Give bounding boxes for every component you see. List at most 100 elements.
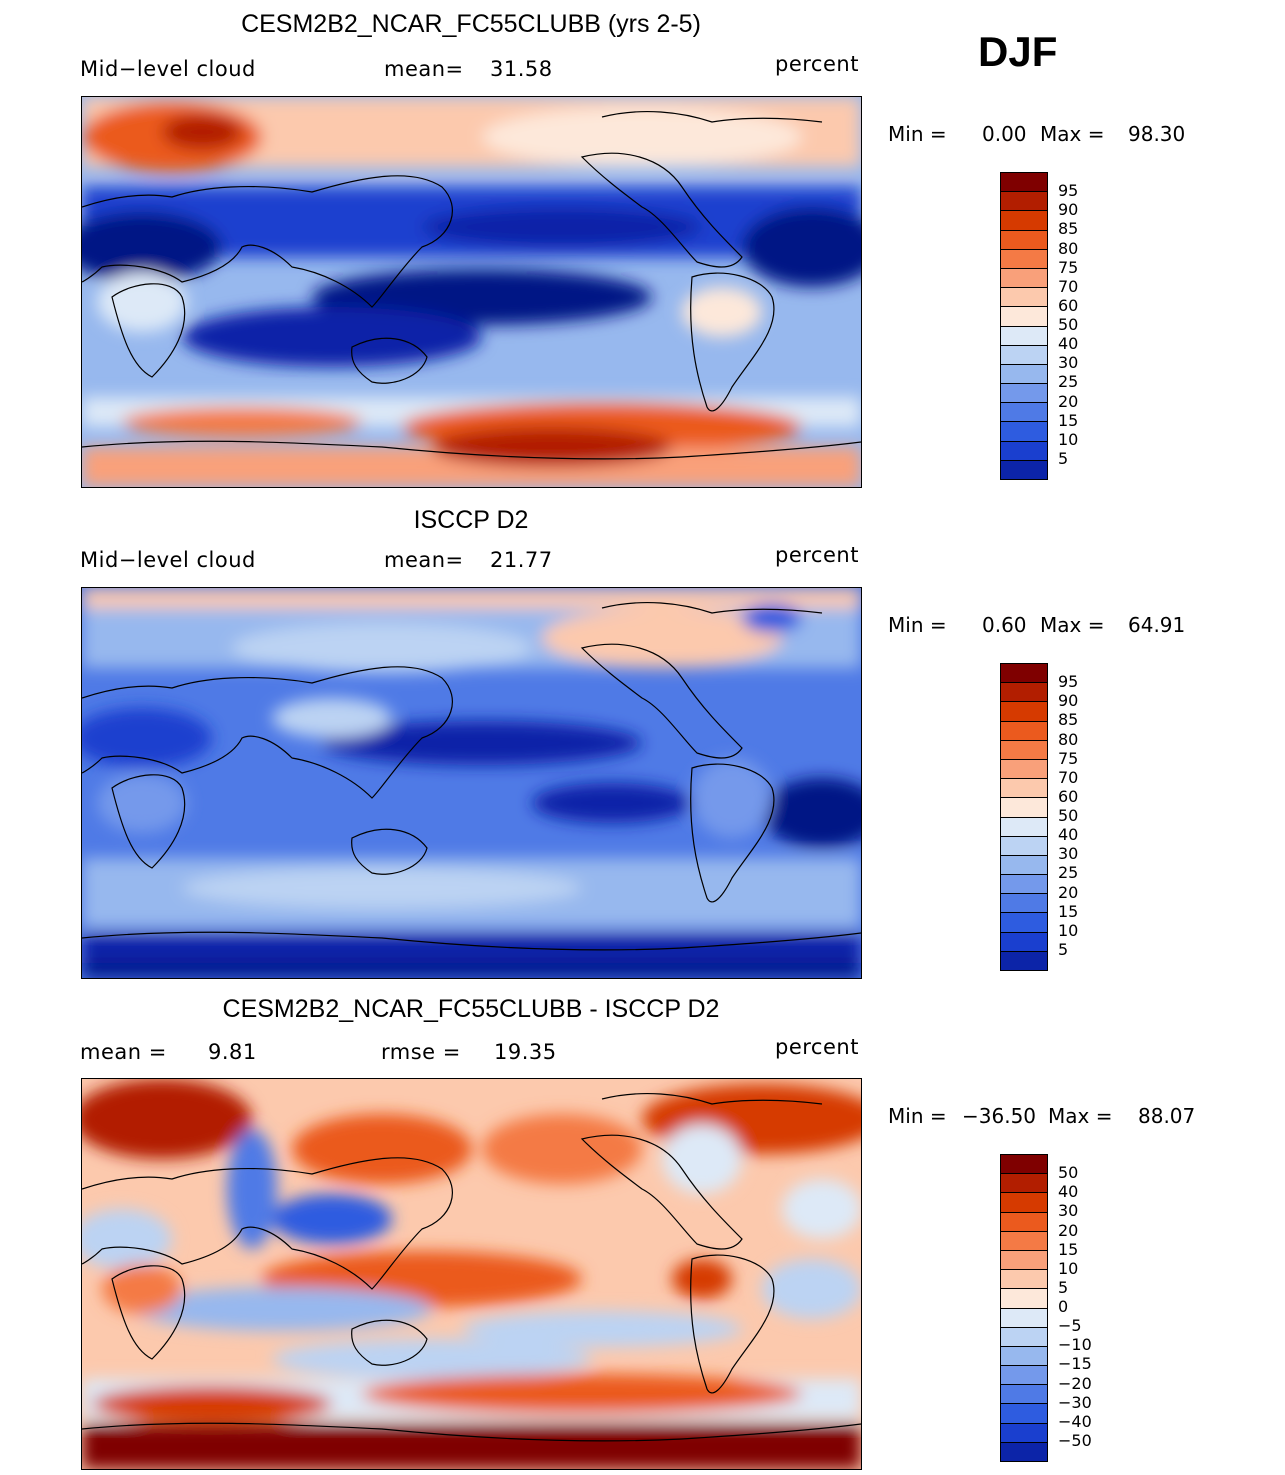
colorbar-swatch [1001, 268, 1047, 289]
colorbar-tick-label: 50 [1058, 1163, 1079, 1183]
colorbar-swatch [1001, 422, 1047, 442]
colorbar-tick-label: 70 [1058, 767, 1079, 787]
colorbar-tick-label: −15 [1058, 1354, 1092, 1374]
panel3-units: percent [775, 1035, 859, 1059]
colorbar-swatch [1001, 1289, 1047, 1309]
colorbar-tick-label: 75 [1058, 257, 1079, 277]
colorbar-swatch [1001, 326, 1047, 346]
colorbar-swatch [1001, 288, 1047, 308]
colorbar-swatch [1001, 1155, 1047, 1175]
panel1-min-label: Min = [888, 122, 947, 146]
panel3-coastlines [82, 1092, 861, 1442]
panel1-variable-label: Mid−level cloud [80, 57, 256, 81]
colorbar-tick-label: 30 [1058, 353, 1079, 373]
colorbar-swatch [1001, 307, 1047, 327]
colorbar-tick-label: 5 [1058, 939, 1069, 959]
panel3-rmse-label: rmse = [381, 1040, 461, 1064]
panel3-min-value: −36.50 [962, 1104, 1037, 1128]
colorbar-tick-label: 85 [1058, 219, 1079, 239]
colorbar-tick-label: −20 [1058, 1373, 1092, 1393]
panel1-mean-value: 31.58 [490, 57, 553, 81]
colorbar-tick-label: 15 [1058, 410, 1079, 430]
colorbar-swatch [1001, 249, 1047, 269]
colorbar-swatch [1001, 192, 1047, 212]
panel1-coastlines [82, 110, 861, 460]
panel2-min-value: 0.60 [982, 613, 1027, 637]
panel3-rmse-value: 19.35 [494, 1040, 557, 1064]
colorbar-swatch [1001, 1231, 1047, 1251]
colorbar-swatch [1001, 345, 1047, 365]
panel3-mean-value: 9.81 [208, 1040, 257, 1064]
colorbar-tick-label: 20 [1058, 882, 1079, 902]
colorbar-tick-label: 40 [1058, 1182, 1079, 1202]
colorbar-swatch [1001, 798, 1047, 818]
season-label: DJF [978, 28, 1058, 75]
colorbar-tick-label: 50 [1058, 315, 1079, 334]
colorbar-swatch [1001, 403, 1047, 423]
colorbar-tick-label: 25 [1058, 372, 1079, 392]
colorbar-swatch [1001, 384, 1047, 404]
colorbar-tick-label: 5 [1058, 1277, 1069, 1297]
colorbar-swatch [1001, 1385, 1047, 1405]
colorbar-tick-label: 90 [1058, 200, 1079, 220]
panel1-max-label: Max = [1040, 122, 1105, 146]
colorbar-tick-label: 85 [1058, 710, 1079, 730]
colorbar-tick-label: 5 [1058, 448, 1069, 468]
panel1-title: CESM2B2_NCAR_FC55CLUBB (yrs 2-5) [241, 10, 701, 38]
colorbar-swatch [1001, 951, 1047, 970]
panel3-min-label: Min = [888, 1104, 947, 1128]
colorbar-swatch [1001, 817, 1047, 837]
colorbar-swatch [1001, 683, 1047, 703]
colorbar-tick-label: −5 [1058, 1316, 1082, 1336]
colorbar-tick-label: −40 [1058, 1411, 1092, 1431]
colorbar-swatch [1001, 1193, 1047, 1213]
colorbar-swatch [1001, 1346, 1047, 1367]
colorbar-tick-label: 95 [1058, 672, 1079, 692]
panel1-units: percent [775, 52, 859, 76]
colorbar-tick-label: 95 [1058, 181, 1079, 201]
panel2-variable-label: Mid−level cloud [80, 548, 256, 572]
colorbar-tick-label: 90 [1058, 691, 1079, 711]
panel3-max-label: Max = [1048, 1104, 1113, 1128]
colorbar-tick-label: 50 [1058, 806, 1079, 825]
colorbar-tick-label: −50 [1058, 1430, 1092, 1450]
panel3-mean-label: mean = [80, 1040, 167, 1064]
colorbar-tick-label: −30 [1058, 1392, 1092, 1412]
colorbar-swatch [1001, 894, 1047, 914]
panel3-max-value: 88.07 [1138, 1104, 1196, 1128]
colorbar-tick-label: 30 [1058, 844, 1079, 864]
colorbar-swatch [1001, 364, 1047, 385]
panel3-title: CESM2B2_NCAR_FC55CLUBB - ISCCP D2 [222, 995, 720, 1023]
panel2-mean-value: 21.77 [490, 548, 553, 572]
colorbar-swatch [1001, 855, 1047, 876]
colorbar-swatch [1001, 913, 1047, 933]
colorbar-swatch [1001, 211, 1047, 231]
colorbar-tick-label: 40 [1058, 825, 1079, 845]
colorbar-tick-label: 15 [1058, 1239, 1079, 1259]
colorbar-tick-label: 70 [1058, 276, 1079, 296]
colorbar-tick-label: 10 [1058, 920, 1079, 940]
colorbar-tick-label: 25 [1058, 863, 1079, 883]
panel2-units: percent [775, 543, 859, 567]
colorbar-tick-label: 80 [1058, 238, 1079, 258]
colorbar-swatch [1001, 1423, 1047, 1443]
panel2-min-label: Min = [888, 613, 947, 637]
colorbar-tick-label: 60 [1058, 786, 1079, 806]
colorbar-tick-label: 75 [1058, 748, 1079, 768]
colorbar-swatch [1001, 932, 1047, 952]
colorbar-swatch [1001, 779, 1047, 799]
colorbar-swatch [1001, 702, 1047, 722]
panel1-min-value: 0.00 [982, 122, 1027, 146]
colorbar-swatch [1001, 1250, 1047, 1271]
colorbar-swatch [1001, 1212, 1047, 1232]
colorbar-swatch [1001, 664, 1047, 684]
colorbar-swatch [1001, 1270, 1047, 1290]
colorbar-tick-label: 60 [1058, 295, 1079, 315]
panel1-map [81, 96, 862, 488]
colorbar-tick-label: 20 [1058, 1220, 1079, 1240]
colorbar-swatch [1001, 1327, 1047, 1347]
colorbar-tick-label: 30 [1058, 1201, 1079, 1221]
colorbar-tick-label: 15 [1058, 901, 1079, 921]
panel2-max-value: 64.91 [1128, 613, 1186, 637]
panel2-map [81, 587, 862, 979]
